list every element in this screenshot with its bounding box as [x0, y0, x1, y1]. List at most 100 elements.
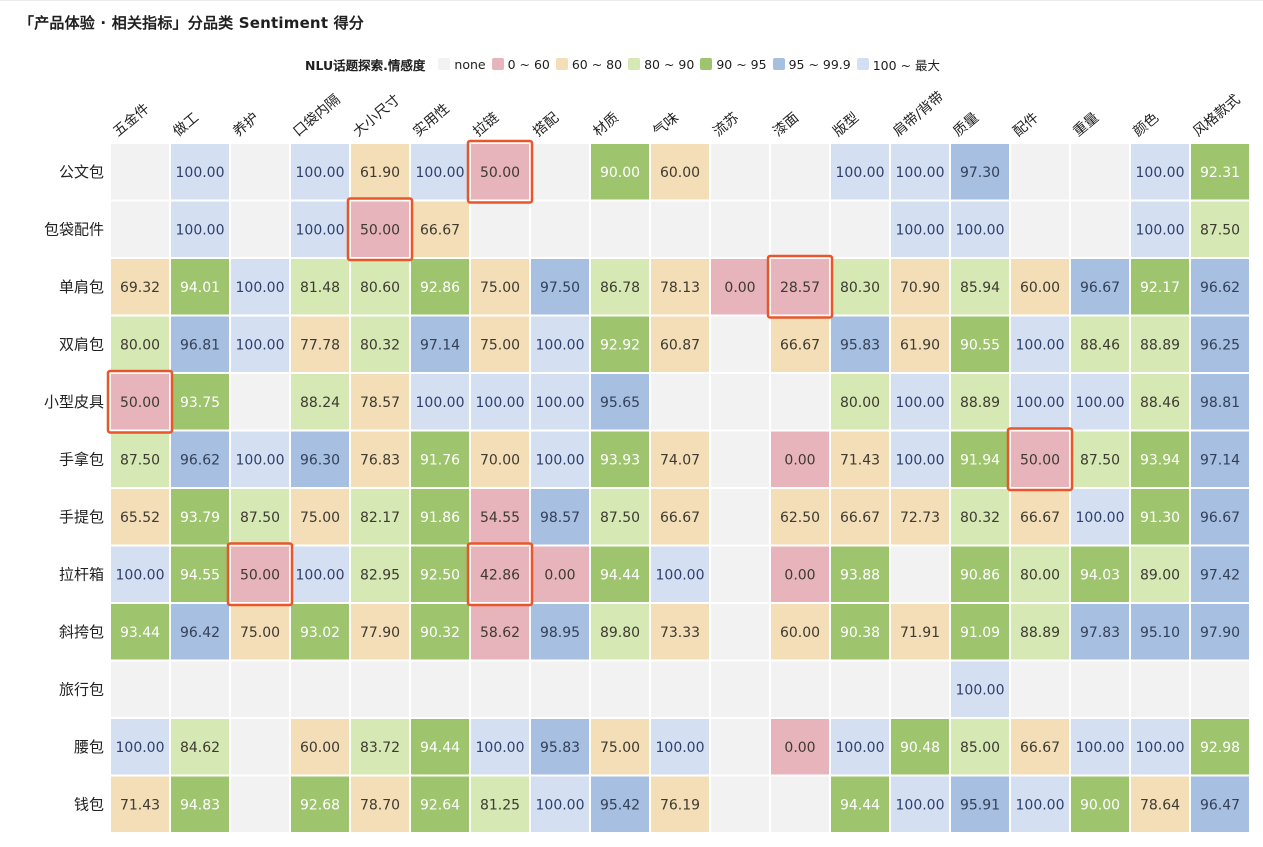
- heatmap-cell[interactable]: [1191, 604, 1249, 660]
- heatmap-cell[interactable]: [711, 431, 769, 488]
- heatmap-cell[interactable]: [291, 776, 349, 833]
- heatmap-cell[interactable]: [111, 546, 169, 603]
- heatmap-cell[interactable]: [891, 719, 949, 775]
- heatmap-cell[interactable]: [231, 719, 289, 775]
- heatmap-cell[interactable]: [1011, 316, 1069, 373]
- heatmap-cell[interactable]: [291, 431, 349, 488]
- heatmap-cell[interactable]: [951, 776, 1009, 833]
- heatmap-cell[interactable]: [111, 374, 169, 430]
- heatmap-cell[interactable]: [651, 259, 709, 315]
- heatmap-cell[interactable]: [951, 661, 1009, 718]
- heatmap-cell[interactable]: [831, 201, 889, 258]
- heatmap-cell[interactable]: [291, 201, 349, 258]
- heatmap-cell[interactable]: [591, 201, 649, 258]
- heatmap-cell[interactable]: [1071, 144, 1129, 200]
- heatmap-cell[interactable]: [831, 719, 889, 775]
- heatmap-cell[interactable]: [1131, 259, 1189, 315]
- heatmap-cell[interactable]: [411, 661, 469, 718]
- heatmap-cell[interactable]: [531, 604, 589, 660]
- heatmap-cell[interactable]: [891, 259, 949, 315]
- heatmap-cell[interactable]: [1071, 546, 1129, 603]
- heatmap-cell[interactable]: [1071, 719, 1129, 775]
- heatmap-cell[interactable]: [171, 661, 229, 718]
- heatmap-cell[interactable]: [231, 431, 289, 488]
- heatmap-cell[interactable]: [231, 776, 289, 833]
- heatmap-cell[interactable]: [531, 546, 589, 603]
- heatmap-cell[interactable]: [231, 546, 289, 603]
- heatmap-cell[interactable]: [231, 604, 289, 660]
- heatmap-cell[interactable]: [771, 604, 829, 660]
- heatmap-cell[interactable]: [1131, 661, 1189, 718]
- heatmap-cell[interactable]: [831, 604, 889, 660]
- heatmap-cell[interactable]: [171, 259, 229, 315]
- heatmap-cell[interactable]: [351, 546, 409, 603]
- heatmap-cell[interactable]: [171, 374, 229, 430]
- heatmap-cell[interactable]: [351, 144, 409, 200]
- heatmap-cell[interactable]: [591, 431, 649, 488]
- heatmap-cell[interactable]: [171, 604, 229, 660]
- heatmap-cell[interactable]: [651, 374, 709, 430]
- heatmap-cell[interactable]: [1011, 546, 1069, 603]
- heatmap-cell[interactable]: [171, 776, 229, 833]
- legend-item-none[interactable]: none: [438, 57, 486, 72]
- heatmap-cell[interactable]: [591, 776, 649, 833]
- heatmap-cell[interactable]: [531, 374, 589, 430]
- heatmap-cell[interactable]: [1071, 489, 1129, 545]
- heatmap-cell[interactable]: [771, 661, 829, 718]
- legend-item-100-max[interactable]: 100 ~ 最大: [856, 55, 940, 74]
- heatmap-cell[interactable]: [831, 259, 889, 315]
- heatmap-cell[interactable]: [1191, 374, 1249, 430]
- heatmap-cell[interactable]: [411, 604, 469, 660]
- heatmap-cell[interactable]: [951, 316, 1009, 373]
- heatmap-cell[interactable]: [171, 431, 229, 488]
- heatmap-cell[interactable]: [291, 144, 349, 200]
- heatmap-cell[interactable]: [771, 489, 829, 545]
- legend-item-80-90[interactable]: 80 ~ 90: [628, 57, 694, 72]
- heatmap-cell[interactable]: [351, 776, 409, 833]
- heatmap-cell[interactable]: [1131, 316, 1189, 373]
- heatmap-cell[interactable]: [1011, 661, 1069, 718]
- heatmap-cell[interactable]: [1191, 259, 1249, 315]
- heatmap-cell[interactable]: [351, 431, 409, 488]
- heatmap-cell[interactable]: [1011, 776, 1069, 833]
- heatmap-cell[interactable]: [711, 776, 769, 833]
- heatmap-cell[interactable]: [591, 604, 649, 660]
- heatmap-cell[interactable]: [291, 719, 349, 775]
- heatmap-cell[interactable]: [1071, 316, 1129, 373]
- heatmap-cell[interactable]: [411, 316, 469, 373]
- heatmap-cell[interactable]: [531, 776, 589, 833]
- heatmap-cell[interactable]: [711, 604, 769, 660]
- heatmap-cell[interactable]: [351, 259, 409, 315]
- heatmap-cell[interactable]: [951, 144, 1009, 200]
- heatmap-cell[interactable]: [111, 719, 169, 775]
- heatmap-cell[interactable]: [1011, 201, 1069, 258]
- heatmap-cell[interactable]: [1131, 489, 1189, 545]
- heatmap-cell[interactable]: [951, 201, 1009, 258]
- heatmap-cell[interactable]: [771, 546, 829, 603]
- heatmap-cell[interactable]: [711, 316, 769, 373]
- heatmap-cell[interactable]: [951, 546, 1009, 603]
- heatmap-cell[interactable]: [531, 661, 589, 718]
- heatmap-cell[interactable]: [1071, 604, 1129, 660]
- heatmap-cell[interactable]: [531, 431, 589, 488]
- heatmap-cell[interactable]: [111, 201, 169, 258]
- heatmap-cell[interactable]: [111, 316, 169, 373]
- heatmap-cell[interactable]: [831, 661, 889, 718]
- heatmap-cell[interactable]: [291, 259, 349, 315]
- heatmap-cell[interactable]: [471, 374, 529, 430]
- heatmap-cell[interactable]: [771, 201, 829, 258]
- heatmap-cell[interactable]: [411, 489, 469, 545]
- heatmap-cell[interactable]: [471, 259, 529, 315]
- heatmap-cell[interactable]: [171, 489, 229, 545]
- heatmap-cell[interactable]: [411, 259, 469, 315]
- heatmap-cell[interactable]: [1191, 776, 1249, 833]
- heatmap-cell[interactable]: [351, 661, 409, 718]
- heatmap-cell[interactable]: [351, 489, 409, 545]
- heatmap-cell[interactable]: [891, 201, 949, 258]
- heatmap-cell[interactable]: [1191, 316, 1249, 373]
- heatmap-cell[interactable]: [231, 259, 289, 315]
- heatmap-cell[interactable]: [231, 489, 289, 545]
- heatmap-cell[interactable]: [231, 316, 289, 373]
- heatmap-cell[interactable]: [291, 661, 349, 718]
- legend-item-95-99[interactable]: 95 ~ 99.9: [772, 57, 851, 72]
